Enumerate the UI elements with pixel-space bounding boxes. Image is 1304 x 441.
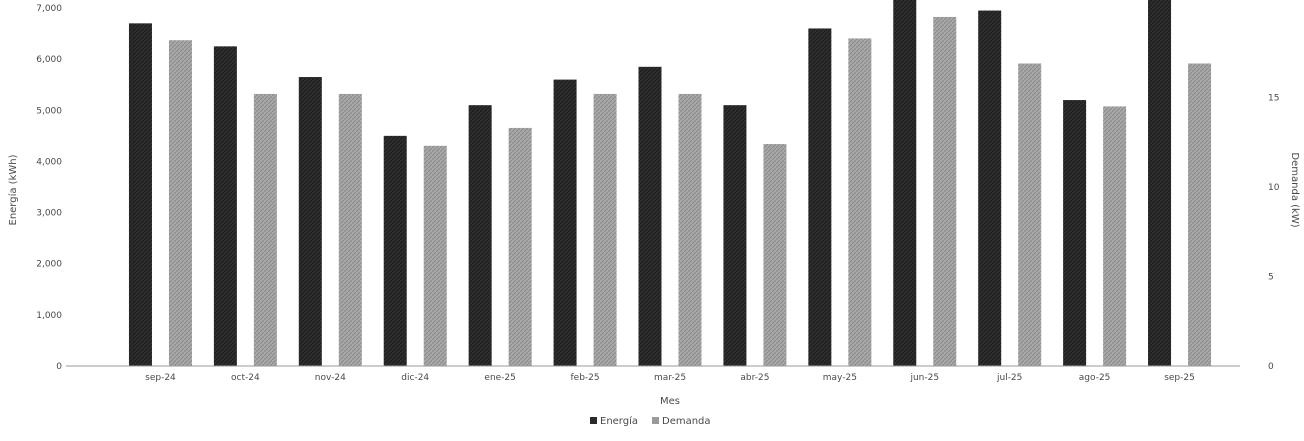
y2-tick-label: 10: [1268, 183, 1280, 193]
x-tick-label: nov-24: [315, 373, 346, 383]
bar-demanda-sep-25: [1188, 63, 1212, 367]
bar-energia-feb-25: [553, 79, 577, 366]
bar-demanda-jun-25: [933, 16, 957, 366]
y-tick-label: 0: [56, 362, 62, 372]
legend-label: Demanda: [662, 416, 711, 427]
x-tick-label: abr-25: [740, 373, 769, 383]
bar-energia-jul-25: [978, 10, 1002, 367]
bar-demanda-may-25: [848, 38, 872, 367]
x-tick-label: dic-24: [401, 373, 429, 383]
y2-tick-label: 15: [1268, 94, 1279, 104]
bar-energia-may-25: [808, 28, 832, 366]
bar-demanda-jul-25: [1018, 63, 1042, 367]
legend: Energía Demanda: [590, 415, 711, 427]
x-axis-title: Mes: [660, 396, 680, 407]
axis-group: sep-24 oct-24 nov-24 dic-24 ene-25 feb-25 mar-…: [36, 4, 1279, 383]
x-tick-label: oct-24: [231, 373, 260, 383]
legend-swatch: [590, 417, 597, 424]
bar-demanda-ago-25: [1103, 106, 1127, 366]
y-tick-label: 3,000: [36, 209, 62, 219]
y-tick-label: 1,000: [36, 311, 62, 321]
y-tick-label: 7,000: [36, 4, 62, 14]
y-tick-label: 4,000: [36, 157, 62, 167]
bar-demanda-oct-24: [253, 93, 277, 367]
y-tick-label: 2,000: [36, 260, 62, 270]
bar-energia-ene-25: [468, 105, 492, 367]
x-tick-label: ago-25: [1079, 373, 1111, 383]
y2-tick-label: 0: [1268, 362, 1274, 372]
legend-swatch: [652, 417, 659, 424]
bar-demanda-abr-25: [763, 144, 787, 366]
bar-demanda-dic-24: [423, 145, 447, 366]
bar-demanda-feb-25: [593, 93, 617, 367]
y-tick-label: 5,000: [36, 106, 62, 116]
bar-energia-nov-24: [298, 77, 322, 367]
x-tick-label: sep-25: [1164, 373, 1195, 383]
x-tick-label: sep-24: [145, 373, 176, 383]
y-tick-label: 6,000: [36, 55, 62, 65]
legend-label: Energía: [600, 415, 638, 427]
x-tick-label: jun-25: [909, 373, 939, 383]
bar-energia-sep-24: [128, 23, 152, 366]
bar-energia-sep-25: [1148, 0, 1172, 367]
x-tick-label: jul-25: [996, 373, 1022, 383]
bars-group: [128, 0, 1212, 367]
y-axis-title: Energía (kWh): [7, 154, 19, 225]
bar-energia-abr-25: [723, 105, 747, 367]
bar-energia-jun-25: [893, 0, 917, 366]
bar-energia-dic-24: [383, 135, 407, 366]
bar-energia-oct-24: [213, 46, 237, 366]
bar-demanda-sep-24: [168, 40, 192, 366]
bar-demanda-ene-25: [508, 127, 532, 367]
bar-energia-ago-25: [1063, 100, 1087, 367]
bar-demanda-mar-25: [678, 93, 702, 367]
x-tick-label: ene-25: [484, 373, 515, 383]
x-tick-label: may-25: [823, 373, 857, 383]
y2-axis-title: Demanda (kW): [1289, 152, 1300, 227]
x-tick-label: mar-25: [654, 373, 686, 383]
x-tick-label: feb-25: [571, 373, 600, 383]
bar-energia-mar-25: [638, 66, 662, 367]
y2-tick-label: 5: [1268, 273, 1274, 283]
bar-demanda-nov-24: [338, 93, 362, 367]
